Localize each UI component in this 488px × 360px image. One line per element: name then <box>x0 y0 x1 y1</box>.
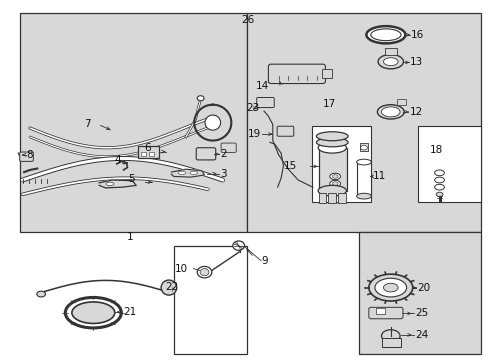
Bar <box>356 162 370 196</box>
Text: 18: 18 <box>429 144 442 154</box>
Ellipse shape <box>316 132 347 141</box>
Text: 10: 10 <box>175 264 188 274</box>
Bar <box>375 308 384 315</box>
FancyBboxPatch shape <box>20 152 33 161</box>
Text: 16: 16 <box>410 30 424 40</box>
Ellipse shape <box>368 274 412 301</box>
Ellipse shape <box>434 177 444 183</box>
Ellipse shape <box>65 297 121 328</box>
Ellipse shape <box>232 241 244 250</box>
FancyBboxPatch shape <box>368 307 402 319</box>
Text: 2: 2 <box>220 149 226 159</box>
Ellipse shape <box>381 107 399 117</box>
Ellipse shape <box>178 171 185 175</box>
Ellipse shape <box>356 159 370 165</box>
Text: 11: 11 <box>372 171 386 181</box>
FancyBboxPatch shape <box>196 148 215 160</box>
Bar <box>311 126 370 202</box>
Ellipse shape <box>356 193 370 199</box>
Ellipse shape <box>331 175 337 178</box>
Ellipse shape <box>374 278 406 297</box>
Text: 15: 15 <box>283 161 296 171</box>
FancyBboxPatch shape <box>256 98 274 108</box>
Ellipse shape <box>434 170 444 176</box>
FancyBboxPatch shape <box>268 64 325 84</box>
Text: 23: 23 <box>245 103 259 113</box>
Bar <box>318 148 346 191</box>
Bar <box>321 69 331 78</box>
Ellipse shape <box>331 182 337 185</box>
Bar <box>359 143 367 150</box>
Ellipse shape <box>37 291 45 297</box>
Ellipse shape <box>383 58 397 66</box>
Ellipse shape <box>377 54 403 69</box>
Text: 21: 21 <box>123 307 136 317</box>
Bar <box>381 338 400 347</box>
Ellipse shape <box>161 280 176 295</box>
Bar <box>337 193 345 203</box>
Bar <box>328 193 335 203</box>
Text: 22: 22 <box>165 282 179 292</box>
Text: 5: 5 <box>128 174 135 184</box>
Text: 9: 9 <box>261 256 267 266</box>
Bar <box>417 126 480 202</box>
Polygon shape <box>117 161 127 170</box>
Ellipse shape <box>366 26 405 43</box>
Text: 19: 19 <box>247 129 261 139</box>
Bar <box>149 152 154 156</box>
Ellipse shape <box>329 173 340 180</box>
Ellipse shape <box>435 192 442 197</box>
Bar <box>20 13 246 232</box>
Ellipse shape <box>330 190 338 195</box>
Ellipse shape <box>318 185 346 196</box>
Ellipse shape <box>318 142 346 153</box>
FancyBboxPatch shape <box>138 145 158 158</box>
Text: 14: 14 <box>256 81 269 91</box>
Text: 1: 1 <box>126 232 133 242</box>
Text: 8: 8 <box>26 150 33 160</box>
Text: 3: 3 <box>220 168 226 179</box>
Bar <box>173 246 246 354</box>
Bar <box>141 152 146 156</box>
Bar <box>358 232 480 354</box>
FancyBboxPatch shape <box>221 143 236 152</box>
Text: 4: 4 <box>115 155 121 165</box>
Bar <box>246 13 480 232</box>
Ellipse shape <box>329 180 340 187</box>
Ellipse shape <box>316 138 347 147</box>
Text: 26: 26 <box>241 15 254 26</box>
Polygon shape <box>171 169 204 177</box>
Text: 12: 12 <box>408 107 422 117</box>
Polygon shape <box>99 180 136 188</box>
Ellipse shape <box>106 182 114 186</box>
Ellipse shape <box>204 115 220 130</box>
FancyBboxPatch shape <box>277 126 293 136</box>
Text: 25: 25 <box>414 309 427 318</box>
Ellipse shape <box>197 96 203 101</box>
Text: 20: 20 <box>416 283 429 293</box>
Ellipse shape <box>434 184 444 190</box>
Text: 6: 6 <box>144 143 151 153</box>
Ellipse shape <box>381 330 399 342</box>
Bar <box>396 99 406 105</box>
Bar <box>384 48 396 55</box>
Ellipse shape <box>200 269 208 276</box>
Text: 13: 13 <box>409 57 423 67</box>
Ellipse shape <box>72 302 115 323</box>
Ellipse shape <box>189 171 197 175</box>
Bar <box>318 193 326 203</box>
Text: 17: 17 <box>322 99 335 109</box>
Ellipse shape <box>377 105 404 119</box>
Text: 7: 7 <box>84 119 91 129</box>
Ellipse shape <box>360 145 366 150</box>
Text: 24: 24 <box>414 330 427 340</box>
Ellipse shape <box>197 266 211 278</box>
Ellipse shape <box>370 29 400 41</box>
Ellipse shape <box>383 283 397 292</box>
